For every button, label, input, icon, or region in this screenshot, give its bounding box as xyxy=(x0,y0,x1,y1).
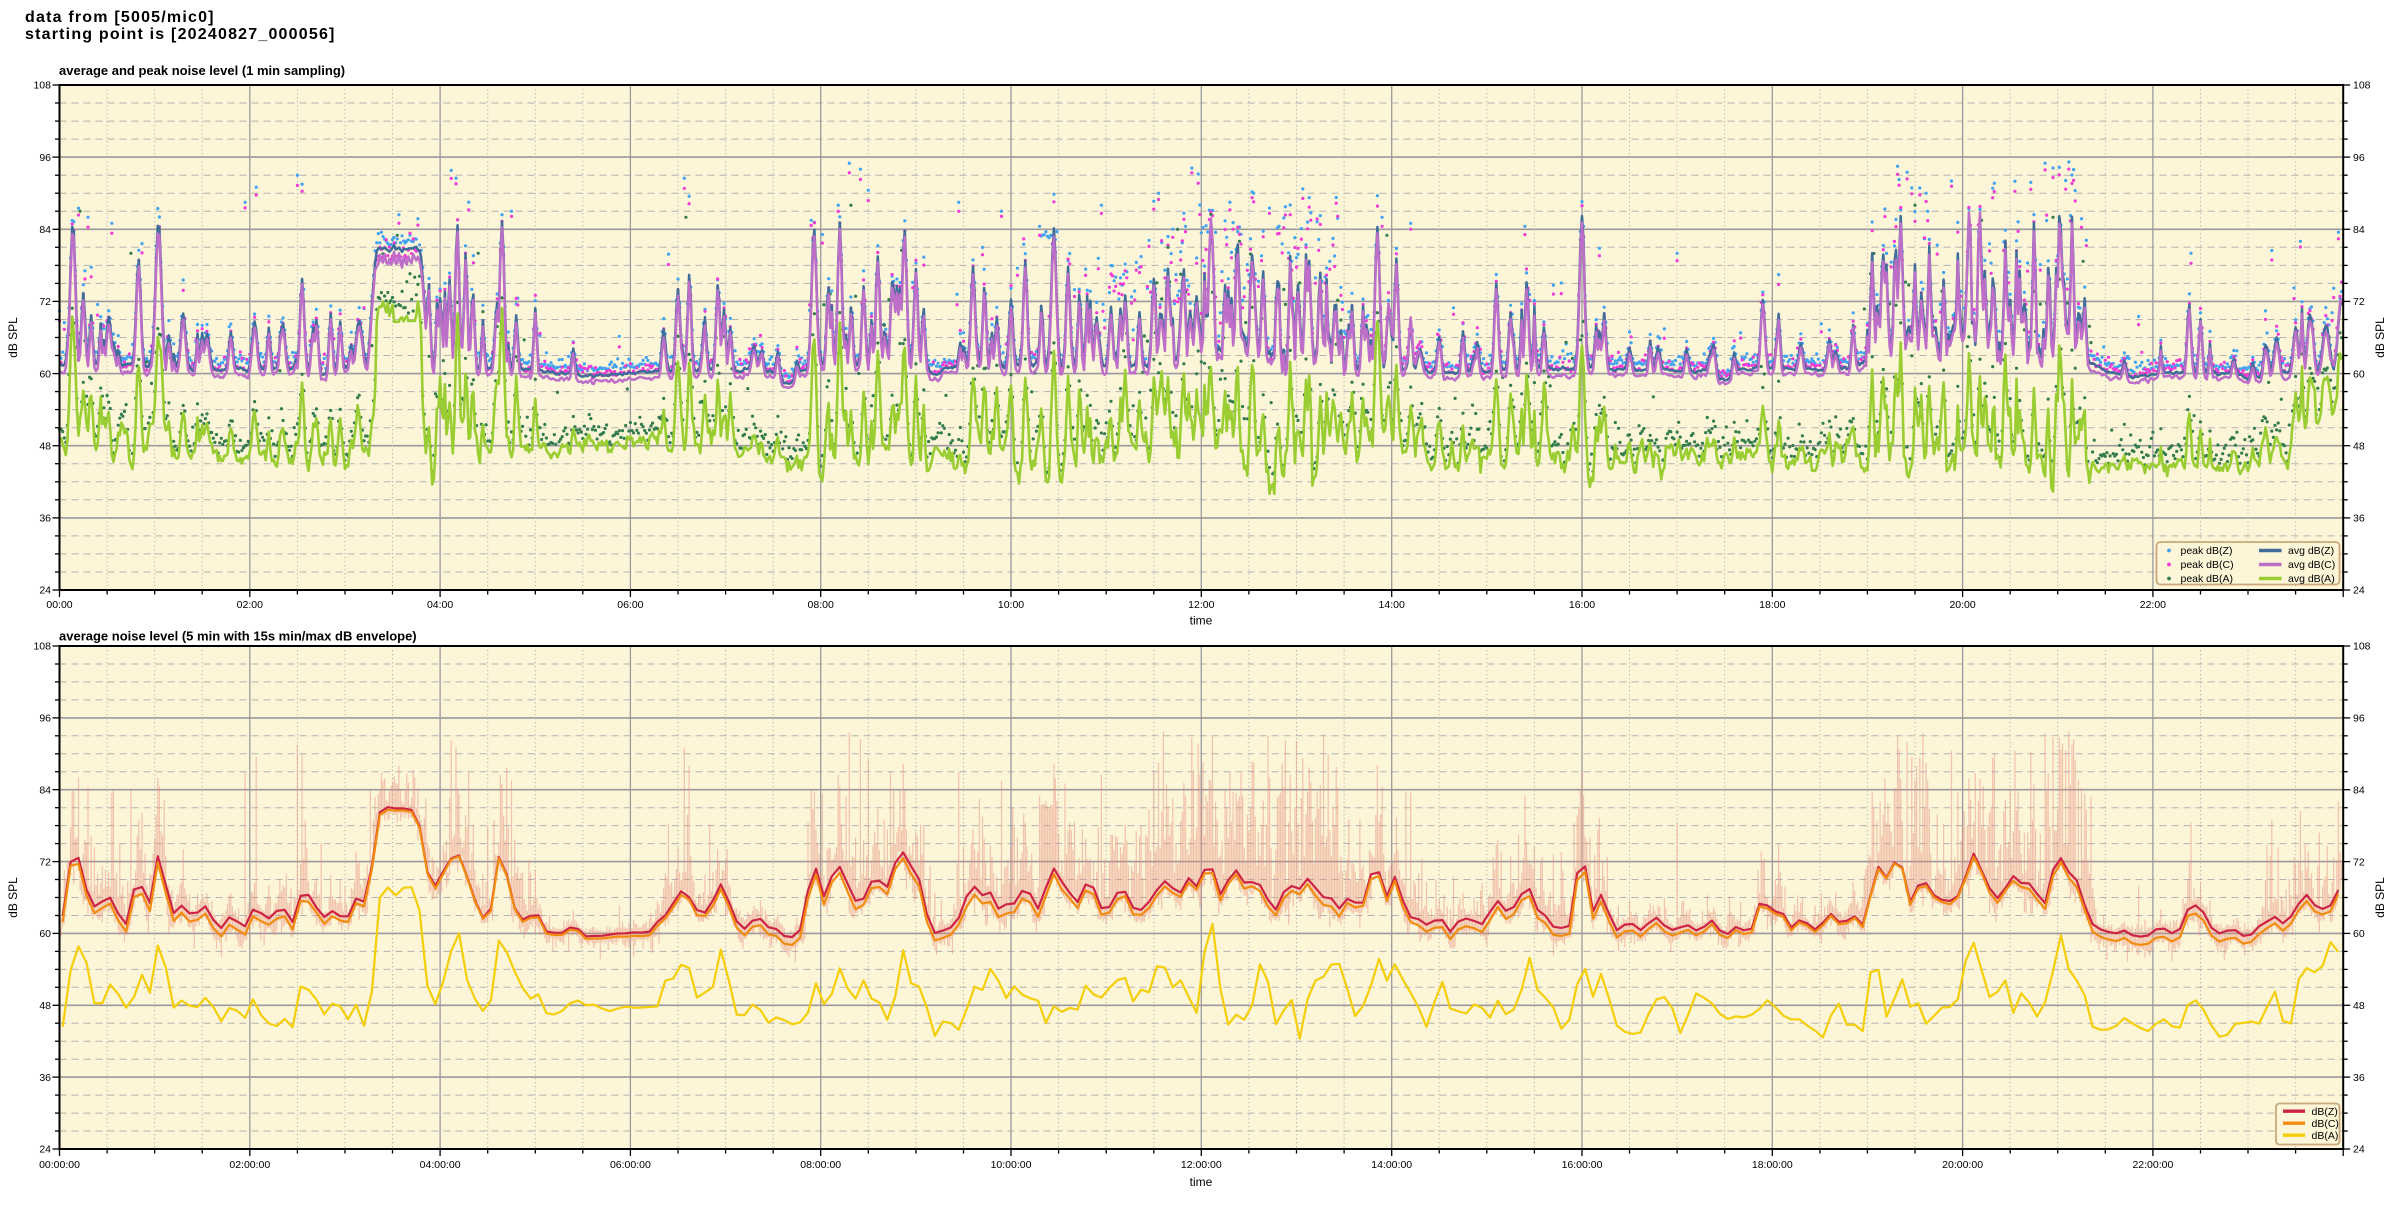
svg-text:24: 24 xyxy=(39,585,51,597)
svg-text:60: 60 xyxy=(39,368,51,380)
svg-text:22:00: 22:00 xyxy=(2140,599,2166,611)
svg-text:20:00: 20:00 xyxy=(1949,599,1975,611)
svg-text:08:00:00: 08:00:00 xyxy=(800,1159,841,1171)
svg-text:dB(C): dB(C) xyxy=(2312,1118,2339,1130)
svg-text:36: 36 xyxy=(2353,513,2365,525)
svg-text:36: 36 xyxy=(39,513,51,525)
svg-text:96: 96 xyxy=(39,713,51,725)
svg-text:36: 36 xyxy=(39,1072,51,1084)
svg-text:peak dB(A): peak dB(A) xyxy=(2181,573,2234,585)
svg-text:dB SPL: dB SPL xyxy=(6,317,20,358)
svg-text:time: time xyxy=(1190,614,1213,628)
svg-text:60: 60 xyxy=(2353,368,2365,380)
svg-text:peak dB(C): peak dB(C) xyxy=(2181,559,2234,571)
svg-text:02:00:00: 02:00:00 xyxy=(229,1159,270,1171)
svg-text:84: 84 xyxy=(2353,784,2365,796)
svg-text:peak dB(Z): peak dB(Z) xyxy=(2181,545,2233,557)
svg-text:avg dB(C): avg dB(C) xyxy=(2288,559,2335,571)
svg-text:108: 108 xyxy=(2353,80,2371,92)
svg-text:60: 60 xyxy=(39,928,51,940)
svg-text:dB(A): dB(A) xyxy=(2312,1130,2339,1142)
svg-text:96: 96 xyxy=(2353,152,2365,164)
svg-text:84: 84 xyxy=(39,224,51,236)
svg-text:22:00:00: 22:00:00 xyxy=(2132,1159,2173,1171)
svg-text:time: time xyxy=(1190,1175,1213,1189)
svg-text:48: 48 xyxy=(39,440,51,452)
svg-text:06:00:00: 06:00:00 xyxy=(610,1159,651,1171)
svg-text:72: 72 xyxy=(39,296,51,308)
svg-text:36: 36 xyxy=(2353,1072,2365,1084)
svg-text:48: 48 xyxy=(2353,440,2365,452)
svg-text:72: 72 xyxy=(39,856,51,868)
svg-text:data from [5005/mic0]: data from [5005/mic0] xyxy=(25,9,215,26)
svg-text:14:00: 14:00 xyxy=(1379,599,1405,611)
svg-text:16:00:00: 16:00:00 xyxy=(1562,1159,1603,1171)
svg-text:dB SPL: dB SPL xyxy=(6,877,20,918)
svg-text:84: 84 xyxy=(39,784,51,796)
svg-text:24: 24 xyxy=(2353,1144,2365,1156)
svg-text:dB(Z): dB(Z) xyxy=(2312,1106,2338,1118)
svg-text:10:00: 10:00 xyxy=(998,599,1024,611)
svg-text:average noise level (5 min wit: average noise level (5 min with 15s min/… xyxy=(59,629,417,644)
svg-text:96: 96 xyxy=(2353,713,2365,725)
svg-text:18:00:00: 18:00:00 xyxy=(1752,1159,1793,1171)
svg-text:108: 108 xyxy=(33,641,51,653)
svg-text:00:00: 00:00 xyxy=(46,599,72,611)
svg-text:24: 24 xyxy=(39,1144,51,1156)
svg-text:48: 48 xyxy=(39,1000,51,1012)
svg-text:96: 96 xyxy=(39,152,51,164)
svg-text:72: 72 xyxy=(2353,296,2365,308)
svg-text:02:00: 02:00 xyxy=(237,599,263,611)
svg-text:dB SPL: dB SPL xyxy=(2373,317,2387,358)
svg-text:12:00:00: 12:00:00 xyxy=(1181,1159,1222,1171)
svg-text:08:00: 08:00 xyxy=(808,599,834,611)
svg-text:00:00:00: 00:00:00 xyxy=(39,1159,80,1171)
svg-text:avg dB(A): avg dB(A) xyxy=(2288,573,2335,585)
svg-text:14:00:00: 14:00:00 xyxy=(1371,1159,1412,1171)
svg-text:60: 60 xyxy=(2353,928,2365,940)
svg-text:06:00: 06:00 xyxy=(617,599,643,611)
svg-text:starting point is [20240827_00: starting point is [20240827_000056] xyxy=(25,26,336,43)
svg-text:72: 72 xyxy=(2353,856,2365,868)
svg-text:108: 108 xyxy=(33,80,51,92)
svg-text:48: 48 xyxy=(2353,1000,2365,1012)
svg-text:dB SPL: dB SPL xyxy=(2373,877,2387,918)
svg-text:20:00:00: 20:00:00 xyxy=(1942,1159,1983,1171)
svg-text:04:00: 04:00 xyxy=(427,599,453,611)
svg-text:84: 84 xyxy=(2353,224,2365,236)
svg-text:108: 108 xyxy=(2353,641,2371,653)
svg-text:12:00: 12:00 xyxy=(1188,599,1214,611)
svg-text:04:00:00: 04:00:00 xyxy=(420,1159,461,1171)
svg-text:24: 24 xyxy=(2353,585,2365,597)
svg-text:10:00:00: 10:00:00 xyxy=(991,1159,1032,1171)
svg-text:average and peak noise level (: average and peak noise level (1 min samp… xyxy=(59,63,345,78)
svg-text:avg dB(Z): avg dB(Z) xyxy=(2288,545,2334,557)
svg-text:16:00: 16:00 xyxy=(1569,599,1595,611)
svg-text:18:00: 18:00 xyxy=(1759,599,1785,611)
